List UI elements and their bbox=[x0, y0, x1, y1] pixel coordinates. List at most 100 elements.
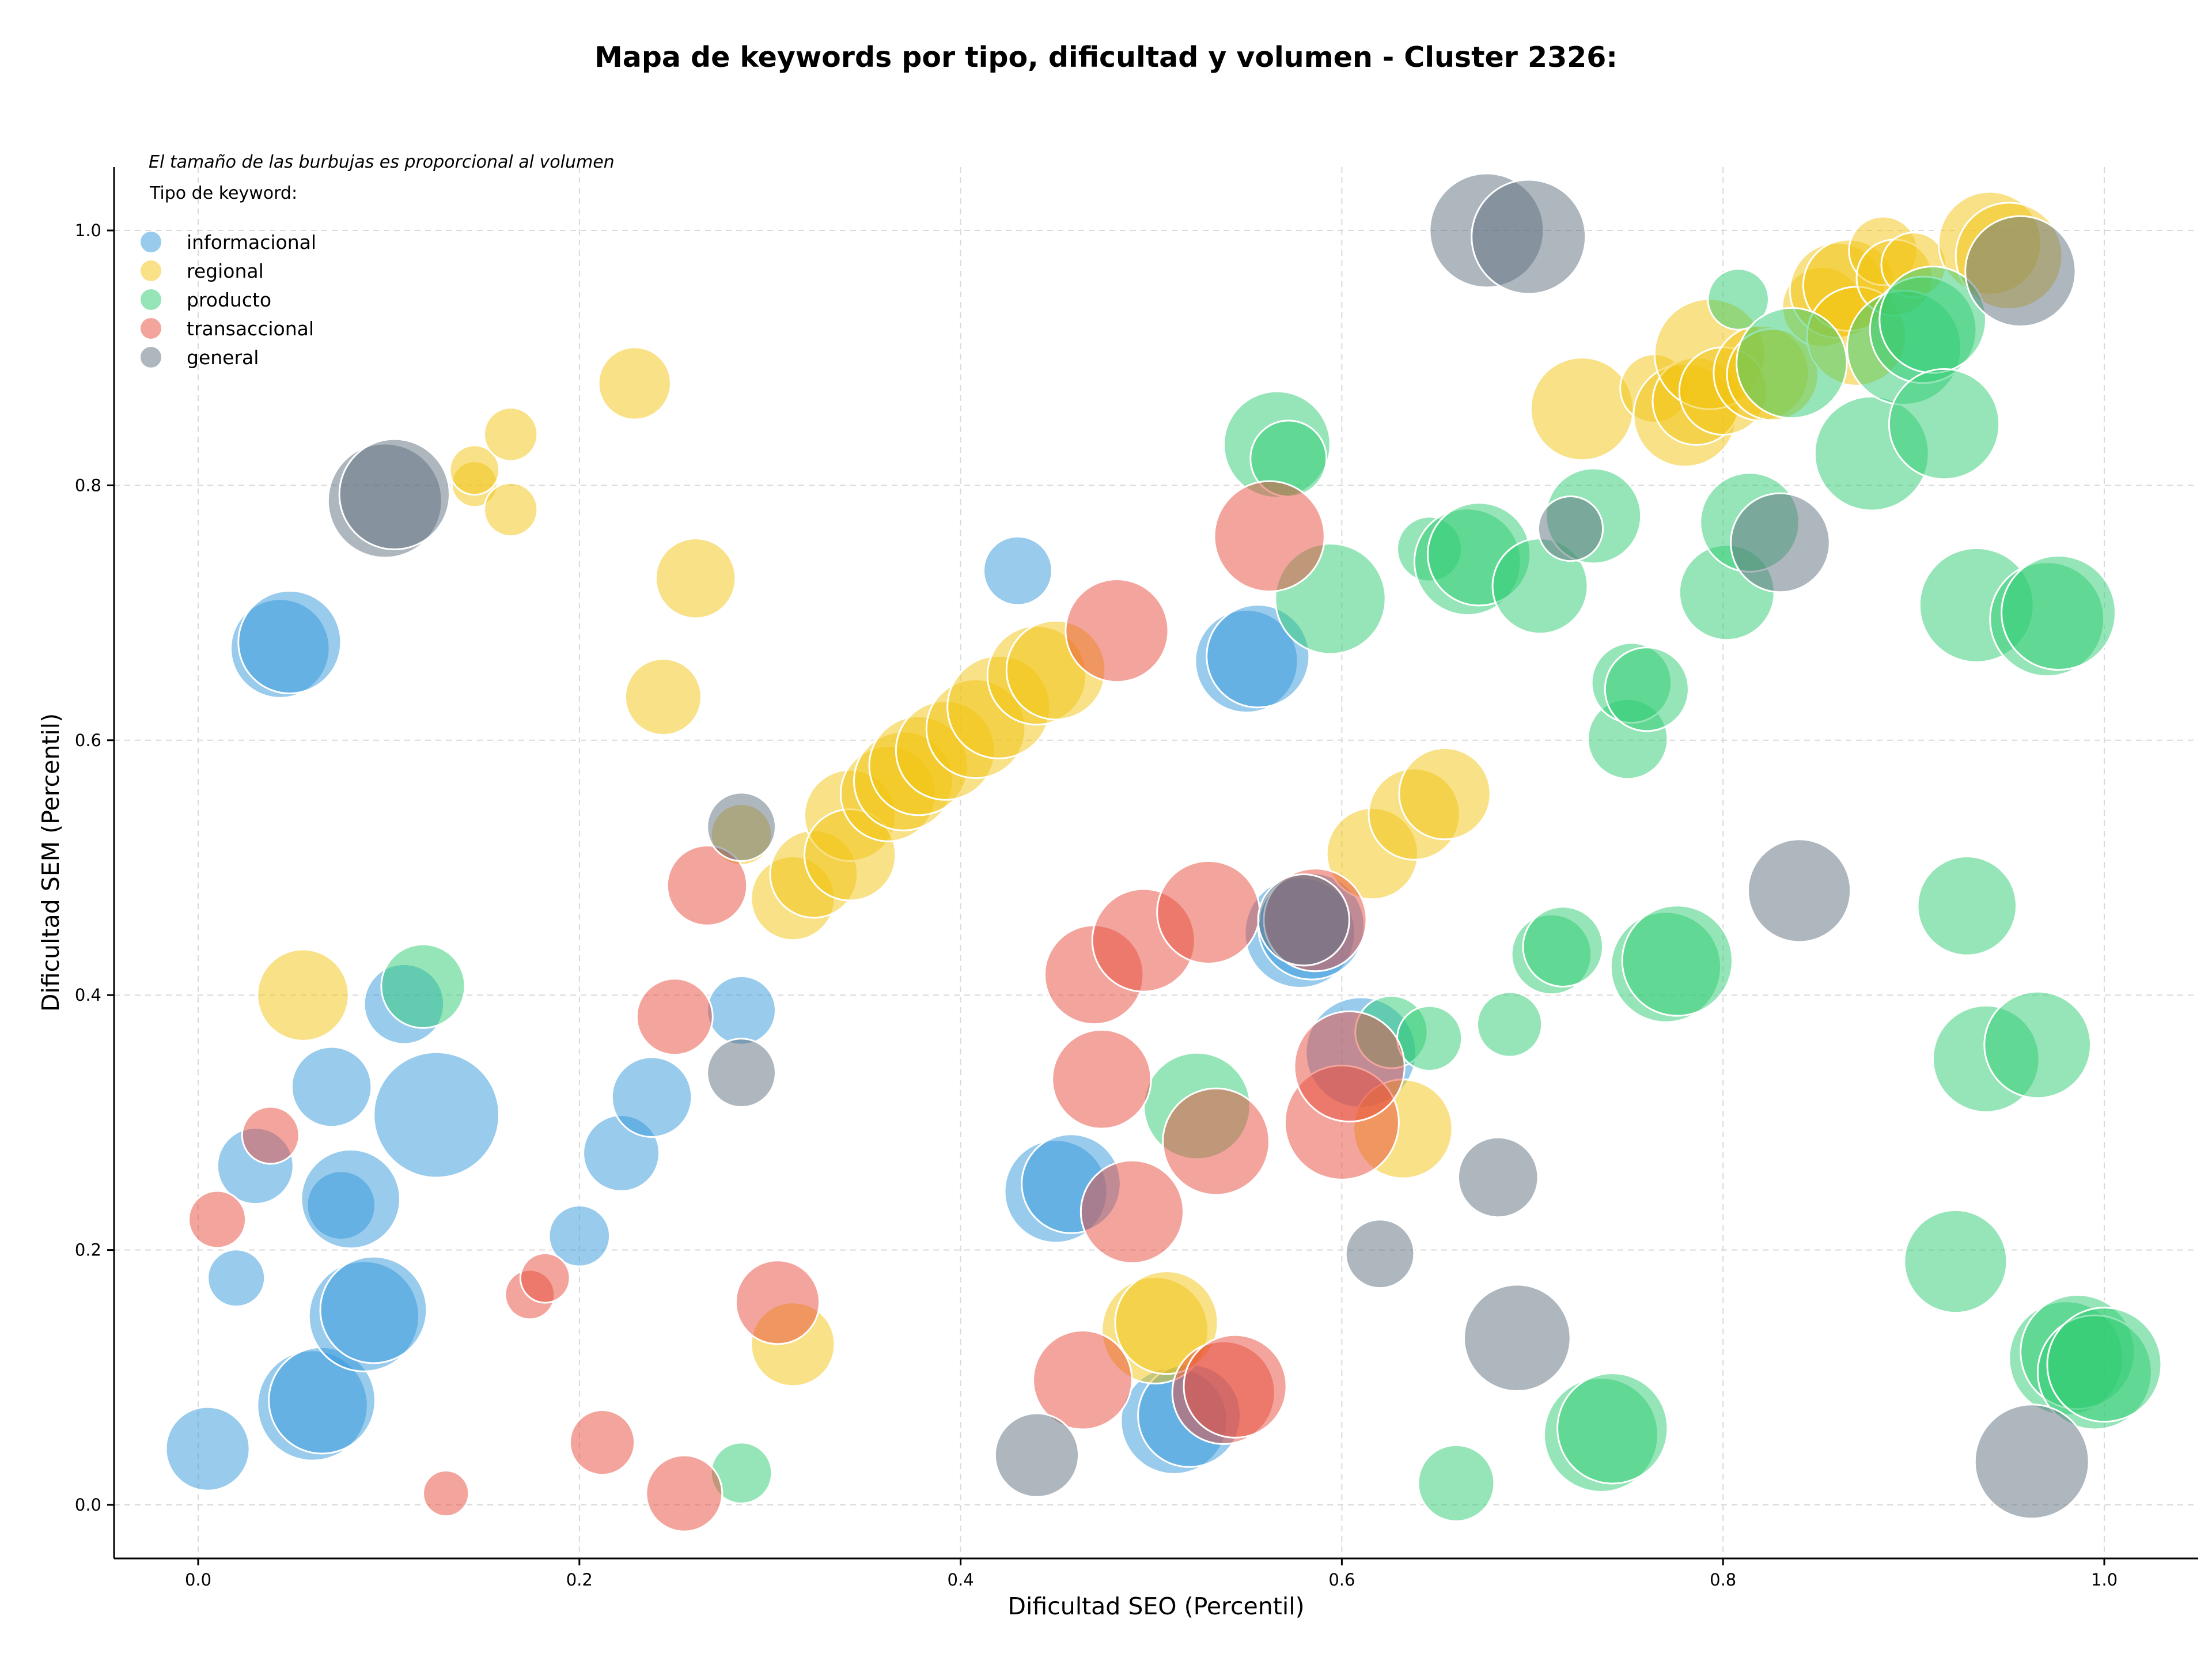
legend-title: Tipo de keyword: bbox=[149, 183, 297, 203]
bubble-general-10 bbox=[1471, 179, 1587, 295]
bubble-general-9 bbox=[1463, 1284, 1571, 1393]
bubble-transaccional-12 bbox=[1051, 1028, 1152, 1130]
bubble-transaccional-6 bbox=[635, 978, 714, 1056]
bubble-general-8 bbox=[1457, 1136, 1539, 1219]
bubble-general-13 bbox=[1747, 838, 1852, 943]
legend: informacional regional producto transaccion… bbox=[141, 231, 316, 369]
bubble-informacional-0 bbox=[165, 1406, 251, 1492]
bubble-general-12 bbox=[1730, 492, 1831, 593]
bubble-transaccional-8 bbox=[666, 845, 748, 926]
bubble-producto-37 bbox=[1983, 990, 2092, 1099]
bubble-general-6 bbox=[1344, 1219, 1415, 1289]
y-axis-label: Dificultad SEM (Percentil) bbox=[37, 713, 65, 1012]
bubble-regional-2 bbox=[449, 444, 501, 496]
x-tick-label-1: 0.2 bbox=[566, 1570, 593, 1590]
bubble-transaccional-7 bbox=[645, 1454, 724, 1533]
bubble-transaccional-16 bbox=[1156, 860, 1261, 965]
y-tick-label-1: 0.2 bbox=[75, 1240, 101, 1260]
x-tick-label-4: 0.8 bbox=[1710, 1570, 1736, 1590]
bubble-regional-6 bbox=[624, 658, 702, 736]
bubble-producto-0 bbox=[380, 943, 466, 1029]
bubble-general-14 bbox=[1964, 215, 2077, 327]
bubble-producto-9 bbox=[1417, 1444, 1495, 1522]
bubble-producto-32 bbox=[1888, 368, 2001, 480]
bubble-general-1 bbox=[338, 438, 451, 551]
bubble-producto-23 bbox=[1621, 905, 1733, 1017]
legend-label-regional: regional bbox=[187, 260, 264, 282]
legend-marker-informacional bbox=[141, 232, 161, 252]
bubble-transaccional-10 bbox=[1032, 1329, 1133, 1431]
y-tick-label-5: 1.0 bbox=[75, 221, 101, 240]
bubble-regional-27 bbox=[1398, 747, 1491, 841]
bubble-producto-33 bbox=[1903, 1209, 2008, 1314]
bubble-informacional-2 bbox=[237, 589, 342, 695]
bubble-regional-3 bbox=[483, 407, 539, 462]
x-tick-label-5: 1.0 bbox=[2091, 1570, 2118, 1590]
bubble-producto-21 bbox=[1604, 646, 1690, 732]
bubble-regional-4 bbox=[483, 482, 539, 538]
x-axis-label: Dificultad SEO (Percentil) bbox=[1007, 1592, 1304, 1620]
bubble-transaccional-5 bbox=[569, 1409, 636, 1476]
y-tick-label-4: 0.8 bbox=[75, 475, 101, 495]
legend-label-producto: producto bbox=[187, 289, 271, 311]
bubble-transaccional-0 bbox=[188, 1190, 247, 1249]
y-tick-label-2: 0.4 bbox=[75, 985, 101, 1005]
bubble-general-4 bbox=[994, 1412, 1080, 1498]
bubble-informacional-24 bbox=[1206, 604, 1310, 709]
bubble-informacional-14 bbox=[548, 1204, 611, 1267]
bubble-transaccional-13 bbox=[1065, 578, 1169, 683]
bubble-transaccional-14 bbox=[1080, 1159, 1185, 1264]
bubble-producto-7 bbox=[1396, 1005, 1463, 1072]
bubble-general-15 bbox=[1974, 1403, 2090, 1520]
bubble-regional-5 bbox=[597, 346, 672, 421]
chart-title: Mapa de keywords por tipo, dificultad y … bbox=[594, 41, 1618, 74]
legend-marker-transaccional bbox=[141, 318, 161, 339]
bubble-layer bbox=[165, 172, 2162, 1533]
axis-ticks: 0.0 0.2 0.4 0.6 0.8 1.0 0.0 0.2 0.4 0.6 0.8 1.0 bbox=[75, 221, 2118, 1590]
bubble-regional-28 bbox=[1529, 357, 1634, 461]
bubble-general-11 bbox=[1537, 495, 1604, 562]
x-tick-label-3: 0.6 bbox=[1328, 1570, 1355, 1590]
bubble-informacional-13 bbox=[373, 1051, 501, 1179]
bubble-regional-7 bbox=[654, 538, 737, 619]
bubble-transaccional-23 bbox=[1293, 1010, 1406, 1123]
legend-marker-producto bbox=[141, 289, 161, 310]
bubble-informacional-16 bbox=[611, 1056, 693, 1138]
y-tick-label-0: 0.0 bbox=[75, 1495, 101, 1515]
bubble-informacional-7 bbox=[290, 1046, 373, 1128]
bubble-transaccional-19 bbox=[1183, 1334, 1287, 1439]
bubble-producto-15 bbox=[1522, 906, 1604, 987]
y-tick-label-3: 0.6 bbox=[75, 731, 101, 750]
bubble-general-3 bbox=[706, 792, 777, 862]
bubble-transaccional-9 bbox=[734, 1259, 821, 1345]
bubble-size-note: El tamaño de las burbujas es proporciona… bbox=[149, 152, 615, 172]
bubble-informacional-18 bbox=[982, 535, 1053, 606]
legend-label-informacional: informacional bbox=[187, 231, 316, 253]
legend-label-general: general bbox=[187, 346, 259, 369]
series-general bbox=[327, 172, 2090, 1520]
bubble-transaccional-17 bbox=[1162, 1087, 1270, 1196]
bubble-transaccional-20 bbox=[1213, 480, 1325, 593]
bubble-producto-39 bbox=[2001, 555, 2117, 671]
bubble-producto-18 bbox=[1556, 1372, 1669, 1485]
series-transaccional bbox=[188, 480, 1406, 1533]
bubble-producto-43 bbox=[2046, 1307, 2162, 1423]
bubble-informacional-6 bbox=[300, 1148, 402, 1250]
legend-marker-general bbox=[141, 347, 161, 368]
bubble-producto-25 bbox=[1707, 268, 1770, 331]
legend-label-transaccional: transaccional bbox=[187, 317, 314, 340]
bubble-regional-0 bbox=[256, 948, 350, 1042]
x-tick-label-0: 0.0 bbox=[185, 1570, 211, 1590]
series-producto bbox=[380, 265, 2162, 1522]
bubble-informacional-17 bbox=[706, 975, 777, 1046]
legend-marker-regional bbox=[141, 260, 161, 281]
bubble-transaccional-1 bbox=[241, 1106, 300, 1165]
x-tick-label-2: 0.4 bbox=[948, 1570, 974, 1590]
bubble-informacional-3 bbox=[207, 1248, 266, 1308]
bubble-producto-12 bbox=[1476, 991, 1543, 1058]
bubble-general-5 bbox=[1257, 873, 1350, 967]
bubble-producto-34 bbox=[1916, 856, 2018, 956]
bubble-general-2 bbox=[706, 1038, 777, 1108]
bubble-transaccional-2 bbox=[422, 1469, 470, 1518]
